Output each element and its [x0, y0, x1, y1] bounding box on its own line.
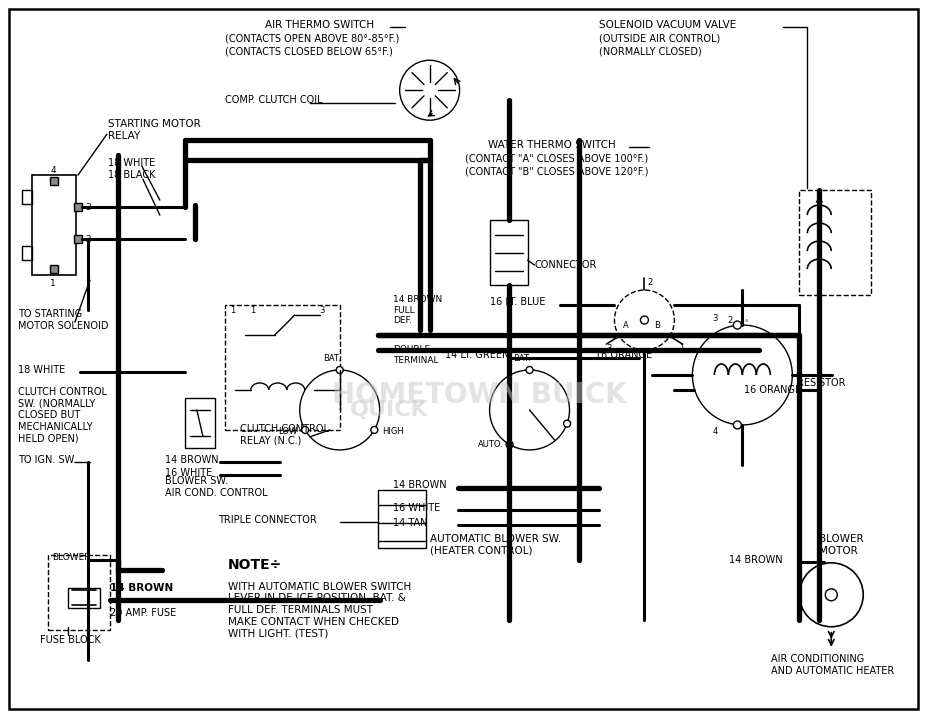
Bar [50, 265, 57, 273]
Text: LOW: LOW [277, 427, 297, 437]
Text: 3: 3 [320, 306, 324, 314]
Text: 18 WHITE: 18 WHITE [108, 158, 155, 168]
Bar [798, 190, 870, 295]
Text: AUTOMATIC BLOWER SW.
(HEATER CONTROL): AUTOMATIC BLOWER SW. (HEATER CONTROL) [429, 534, 560, 556]
Bar [184, 398, 214, 448]
Text: (CONTACTS OPEN ABOVE 80°-85°F.): (CONTACTS OPEN ABOVE 80°-85°F.) [224, 33, 399, 43]
Text: WATER THERMO SWITCH: WATER THERMO SWITCH [487, 140, 615, 150]
Text: 14 TAN: 14 TAN [392, 518, 426, 528]
Bar [489, 220, 527, 285]
Text: B: B [654, 320, 660, 330]
Text: AIR CONDITIONING
AND AUTOMATIC HEATER: AIR CONDITIONING AND AUTOMATIC HEATER [770, 654, 894, 676]
Text: HOMETOWN BUICK: HOMETOWN BUICK [332, 381, 627, 409]
Circle shape [301, 426, 309, 434]
Text: 16 ORANGE: 16 ORANGE [595, 350, 652, 360]
Text: 2: 2 [727, 315, 731, 325]
Text: 18 BLACK: 18 BLACK [108, 170, 155, 180]
Text: WITH AUTOMATIC BLOWER SWITCH
LEVER IN DE-ICE POSITION, BAT. &
FULL DEF. TERMINAL: WITH AUTOMATIC BLOWER SWITCH LEVER IN DE… [227, 582, 411, 638]
Text: BAT.: BAT. [513, 353, 530, 363]
Text: 1: 1 [679, 343, 684, 353]
Bar [68, 588, 100, 607]
Bar [48, 555, 109, 630]
Text: 14 BROWN: 14 BROWN [392, 480, 446, 490]
Text: 2: 2 [647, 278, 652, 286]
Text: 1: 1 [50, 279, 56, 288]
Text: 4: 4 [712, 427, 717, 437]
Text: RESISTOR: RESISTOR [796, 378, 844, 388]
Text: 3: 3 [85, 202, 91, 212]
Circle shape [371, 426, 377, 434]
Text: 1: 1 [230, 306, 235, 314]
Text: 14 BROWN: 14 BROWN [729, 555, 782, 565]
Text: °: ° [743, 320, 747, 326]
Text: COMP. CLUTCH COIL: COMP. CLUTCH COIL [224, 95, 322, 106]
Circle shape [732, 321, 741, 329]
Text: (CONTACT "A" CLOSES ABOVE 100°F.): (CONTACT "A" CLOSES ABOVE 100°F.) [464, 153, 647, 163]
Text: 2: 2 [85, 235, 91, 243]
Bar [22, 246, 32, 260]
Text: A: A [622, 320, 628, 330]
Text: SOLENOID VACUUM VALVE: SOLENOID VACUUM VALVE [599, 20, 736, 30]
Text: TRIPLE CONNECTOR: TRIPLE CONNECTOR [218, 515, 316, 525]
Bar [32, 175, 76, 275]
Text: 4: 4 [50, 166, 56, 174]
Text: STARTING MOTOR
RELAY: STARTING MOTOR RELAY [108, 119, 200, 141]
Text: TO STARTING
MOTOR SOLENOID: TO STARTING MOTOR SOLENOID [18, 309, 108, 331]
Text: (OUTSIDE AIR CONTROL): (OUTSIDE AIR CONTROL) [599, 33, 720, 43]
Text: TO IGN. SW.: TO IGN. SW. [18, 455, 76, 465]
Text: CLUTCH CONTROL
RELAY (N.C.): CLUTCH CONTROL RELAY (N.C.) [239, 424, 328, 446]
Circle shape [526, 366, 532, 373]
Text: 14 BROWN
FULL
DEF.: 14 BROWN FULL DEF. [392, 295, 441, 325]
Bar [50, 177, 57, 185]
Text: BLOWER
MOTOR: BLOWER MOTOR [819, 534, 863, 556]
Text: (NORMALLY CLOSED): (NORMALLY CLOSED) [599, 46, 702, 56]
Circle shape [563, 420, 570, 427]
Text: 16 ORANGE: 16 ORANGE [743, 385, 801, 395]
Text: AUTO.: AUTO. [477, 440, 502, 449]
Text: FUSE BLOCK: FUSE BLOCK [40, 635, 101, 645]
Text: 18 WHITE: 18 WHITE [18, 365, 65, 375]
Text: 14 BROWN: 14 BROWN [109, 583, 173, 593]
Text: 14 LT. GREEN: 14 LT. GREEN [444, 350, 508, 360]
Text: 3: 3 [606, 343, 611, 353]
Text: BLOWER: BLOWER [52, 554, 90, 562]
Bar [74, 235, 82, 243]
Text: CLUTCH CONTROL
SW. (NORMALLY
CLOSED BUT
MECHANICALLY
HELD OPEN): CLUTCH CONTROL SW. (NORMALLY CLOSED BUT … [18, 387, 107, 443]
Circle shape [505, 441, 513, 448]
Text: NOTE÷: NOTE÷ [227, 558, 282, 572]
Text: 16 WHITE: 16 WHITE [165, 468, 212, 478]
Circle shape [336, 366, 343, 373]
Text: CONNECTOR: CONNECTOR [534, 260, 596, 270]
Bar [377, 490, 425, 548]
Text: 16 WHITE: 16 WHITE [392, 503, 439, 513]
Bar [224, 305, 339, 430]
Text: AIR THERMO SWITCH: AIR THERMO SWITCH [264, 20, 374, 30]
Text: 20 AMP. FUSE: 20 AMP. FUSE [109, 607, 176, 617]
Text: BLOWER SW.
AIR COND. CONTROL: BLOWER SW. AIR COND. CONTROL [165, 476, 267, 498]
Text: (CONTACTS CLOSED BELOW 65°F.): (CONTACTS CLOSED BELOW 65°F.) [224, 46, 392, 56]
Bar [22, 190, 32, 204]
Text: 16 LT. BLUE: 16 LT. BLUE [489, 297, 544, 307]
Text: 14 BROWN: 14 BROWN [165, 455, 218, 465]
Text: (CONTACT "B" CLOSES ABOVE 120°F.): (CONTACT "B" CLOSES ABOVE 120°F.) [464, 166, 647, 176]
Text: BAT.: BAT. [323, 353, 340, 363]
Circle shape [732, 421, 741, 429]
Bar [74, 203, 82, 211]
Text: QUICK: QUICK [350, 400, 428, 420]
Text: HIGH: HIGH [381, 427, 403, 437]
Text: 3: 3 [712, 314, 717, 322]
Text: DOUBLE
TERMINAL: DOUBLE TERMINAL [392, 345, 438, 365]
Text: 1: 1 [249, 306, 255, 314]
